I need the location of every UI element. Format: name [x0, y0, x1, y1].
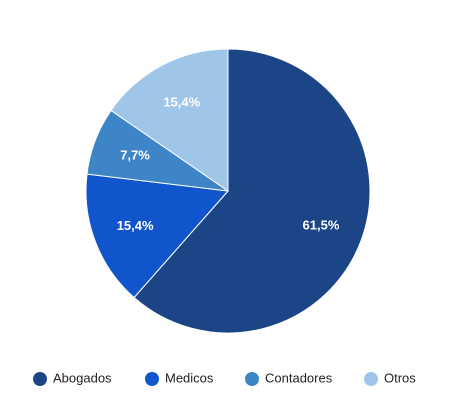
slice-label: 15,4% [117, 218, 154, 233]
slice-label: 61,5% [303, 218, 340, 233]
legend-marker [33, 372, 47, 386]
legend-marker [145, 372, 159, 386]
pie-slice [85, 173, 230, 299]
pie-slice [133, 48, 371, 334]
slice-label: 15,4% [163, 94, 200, 109]
legend-label: Otros [384, 370, 416, 385]
legend-label: Contadores [265, 370, 333, 385]
legend-marker [364, 372, 378, 386]
legend-label: Medicos [165, 370, 214, 385]
slice-label: 7,7% [120, 147, 150, 162]
legend-label: Abogados [53, 370, 112, 385]
legend-marker [245, 372, 259, 386]
pie-slice [110, 48, 229, 192]
